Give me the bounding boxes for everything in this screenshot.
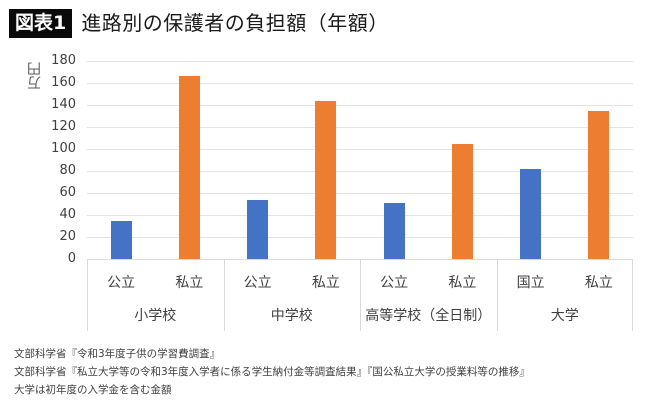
bar-private	[588, 110, 610, 259]
gridline	[87, 215, 633, 216]
x-group-label: 小学校	[134, 308, 177, 324]
gridline	[87, 83, 633, 84]
bar-public	[110, 220, 132, 259]
y-tick-label: 140	[51, 97, 76, 112]
x-group-label: 大学	[550, 308, 579, 324]
category-divider	[496, 259, 498, 331]
y-tick-label: 160	[51, 75, 76, 90]
figure-badge: 図表1	[9, 8, 73, 38]
chart-title: 進路別の保護者の負担額（年額）	[81, 10, 389, 35]
y-tick-label: 60	[59, 185, 76, 200]
y-tick-label: 180	[51, 53, 76, 68]
chart-title-bar: 図表1 進路別の保護者の負担額（年額）	[9, 8, 389, 38]
category-divider	[360, 259, 361, 331]
x-sub-label: 私立	[584, 275, 613, 291]
bar-private	[315, 100, 337, 259]
category-divider	[87, 259, 88, 331]
x-group-label: 高等学校（全日制）	[365, 308, 492, 324]
y-tick-label: 0	[67, 251, 76, 266]
source-note: 文部科学省『令和3年度子供の学習費調査』	[14, 348, 221, 360]
gridline	[87, 105, 633, 106]
gridline	[87, 61, 633, 62]
y-tick-label: 20	[59, 229, 76, 244]
x-sub-label: 私立	[175, 275, 204, 291]
bar-private	[451, 143, 473, 259]
x-group-label: 中学校	[270, 308, 313, 324]
gridline	[87, 149, 633, 150]
x-sub-label: 国立	[516, 275, 545, 291]
gridline	[87, 237, 633, 238]
category-divider	[223, 259, 225, 331]
y-tick-label: 100	[51, 141, 76, 156]
bar-public	[520, 168, 542, 259]
y-tick-label: 120	[51, 119, 76, 134]
bar-public	[247, 199, 269, 259]
x-axis: 公立 私立 公立 私立 公立 私立 国立 私立小学校 中学校 高等学校（全日制） 大学	[87, 259, 633, 331]
bar-public	[383, 202, 405, 259]
category-divider	[632, 259, 633, 331]
x-sub-label: 私立	[311, 275, 340, 291]
x-sub-label: 公立	[243, 275, 272, 291]
gridline	[87, 193, 633, 194]
x-sub-label: 公立	[107, 275, 136, 291]
source-notes: 文部科学省『令和3年度子供の学習費調査』 文部科学省『私立大学等の令和3年度入学…	[14, 345, 530, 399]
x-sub-label: 公立	[380, 275, 409, 291]
gridline	[87, 171, 633, 172]
y-tick-label: 80	[59, 163, 76, 178]
gridline	[87, 127, 633, 128]
x-sub-label: 私立	[448, 275, 477, 291]
footnote: 大学は初年度の入学金を含む金額	[14, 384, 172, 396]
source-note: 文部科学省『私立大学等の令和3年度入学者に係る学生納付金等調査結果』『国公私立大…	[14, 366, 530, 378]
y-tick-label: 40	[59, 207, 76, 222]
bar-private	[178, 76, 200, 259]
plot-area	[87, 61, 633, 260]
